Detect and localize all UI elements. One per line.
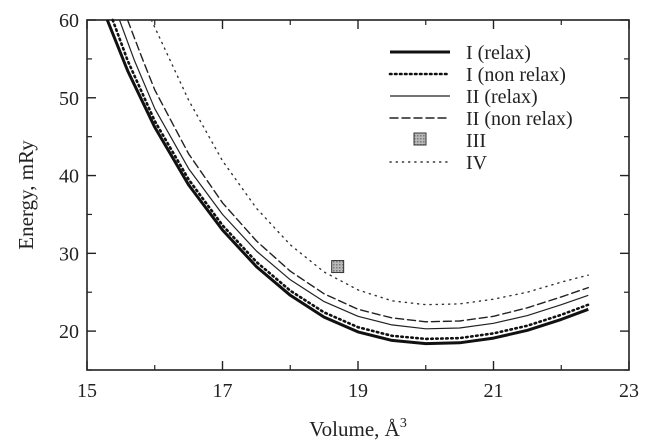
legend-label: II (relax) [466, 86, 538, 108]
y-tick-label: 40 [59, 166, 79, 188]
legend-label: II (non relax) [466, 108, 573, 130]
series-line-3 [126, 19, 589, 323]
legend-swatch-marker [413, 132, 427, 146]
axis-ticks: 15 17 19 21 23 20 30 40 50 60 [59, 10, 639, 402]
legend-label: I (non relax) [466, 64, 566, 86]
x-tick-label: 17 [213, 380, 233, 402]
legend-label: IV [466, 152, 488, 174]
series-line-5 [150, 19, 589, 306]
x-axis-label: Volume, Å3 [309, 416, 407, 441]
series-layer [105, 18, 590, 346]
series-line-1 [111, 18, 590, 341]
series-line-2 [118, 19, 589, 330]
y-tick-label: 20 [59, 321, 79, 343]
x-tick-label: 19 [348, 380, 368, 402]
legend-label: I (relax) [466, 42, 531, 64]
x-tick-label: 15 [77, 380, 97, 402]
series-iii-point [331, 260, 345, 274]
x-tick-label: 23 [619, 380, 639, 402]
y-axis-label: Energy, mRy [14, 140, 38, 250]
legend-label: III [466, 130, 486, 152]
legend: I (relax)I (non relax)II (relax)II (non … [388, 42, 573, 174]
y-tick-label: 60 [59, 10, 79, 32]
x-tick-label: 21 [484, 380, 504, 402]
y-tick-label: 30 [59, 243, 79, 265]
x-axis-label-exponent: 3 [400, 416, 407, 431]
series-line-0 [105, 19, 589, 346]
y-tick-label: 50 [59, 88, 79, 110]
